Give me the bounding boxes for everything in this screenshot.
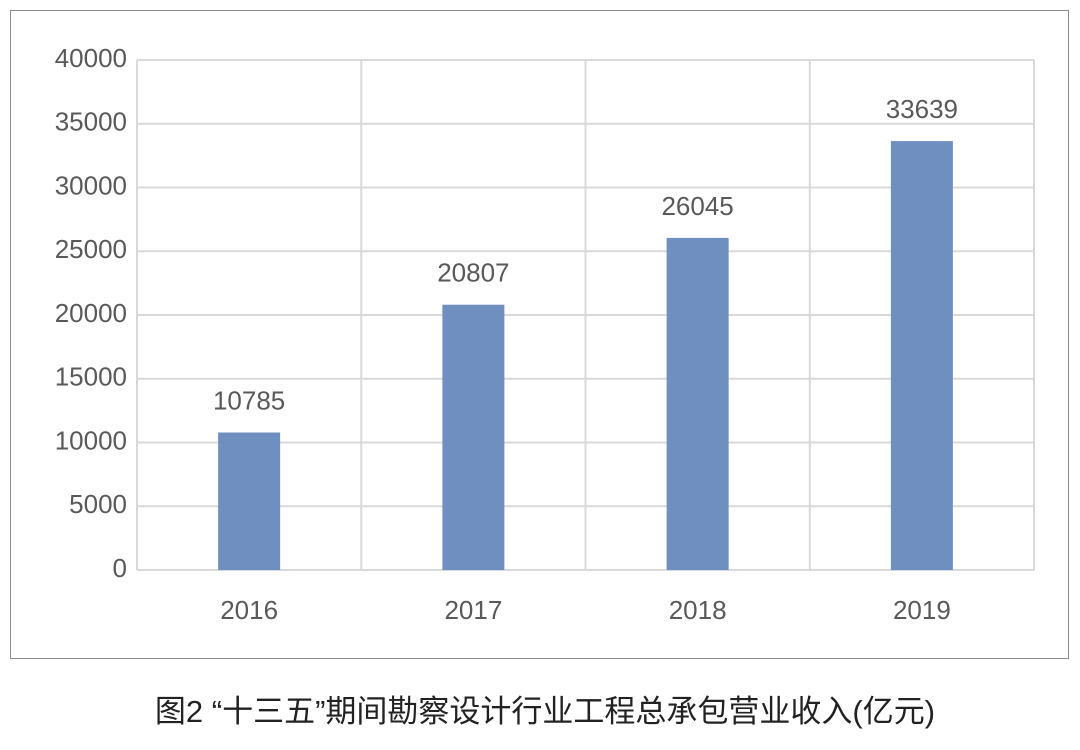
data-label: 10785 [213,385,285,415]
bar [666,237,729,570]
y-tick-label: 5000 [69,489,127,519]
y-tick-label: 30000 [55,170,127,200]
y-tick-label: 25000 [55,234,127,264]
x-tick-label: 2018 [669,595,727,625]
chart-border [10,10,1069,659]
data-label: 20807 [437,258,509,288]
x-tick-label: 2017 [444,595,502,625]
y-tick-label: 35000 [55,107,127,137]
y-tick-label: 15000 [55,362,127,392]
data-label: 26045 [661,191,733,221]
bar [442,304,505,570]
chart-title: 图2 “十三五”期间勘察设计行业工程总承包营业收入(亿元) [155,694,935,729]
x-tick-label: 2016 [220,595,278,625]
data-label: 33639 [886,94,958,124]
y-tick-label: 0 [113,553,127,583]
y-tick-label: 40000 [55,43,127,73]
y-tick-label: 20000 [55,298,127,328]
bar [218,432,281,570]
bar [890,141,953,570]
x-tick-label: 2019 [893,595,951,625]
y-tick-label: 10000 [55,425,127,455]
